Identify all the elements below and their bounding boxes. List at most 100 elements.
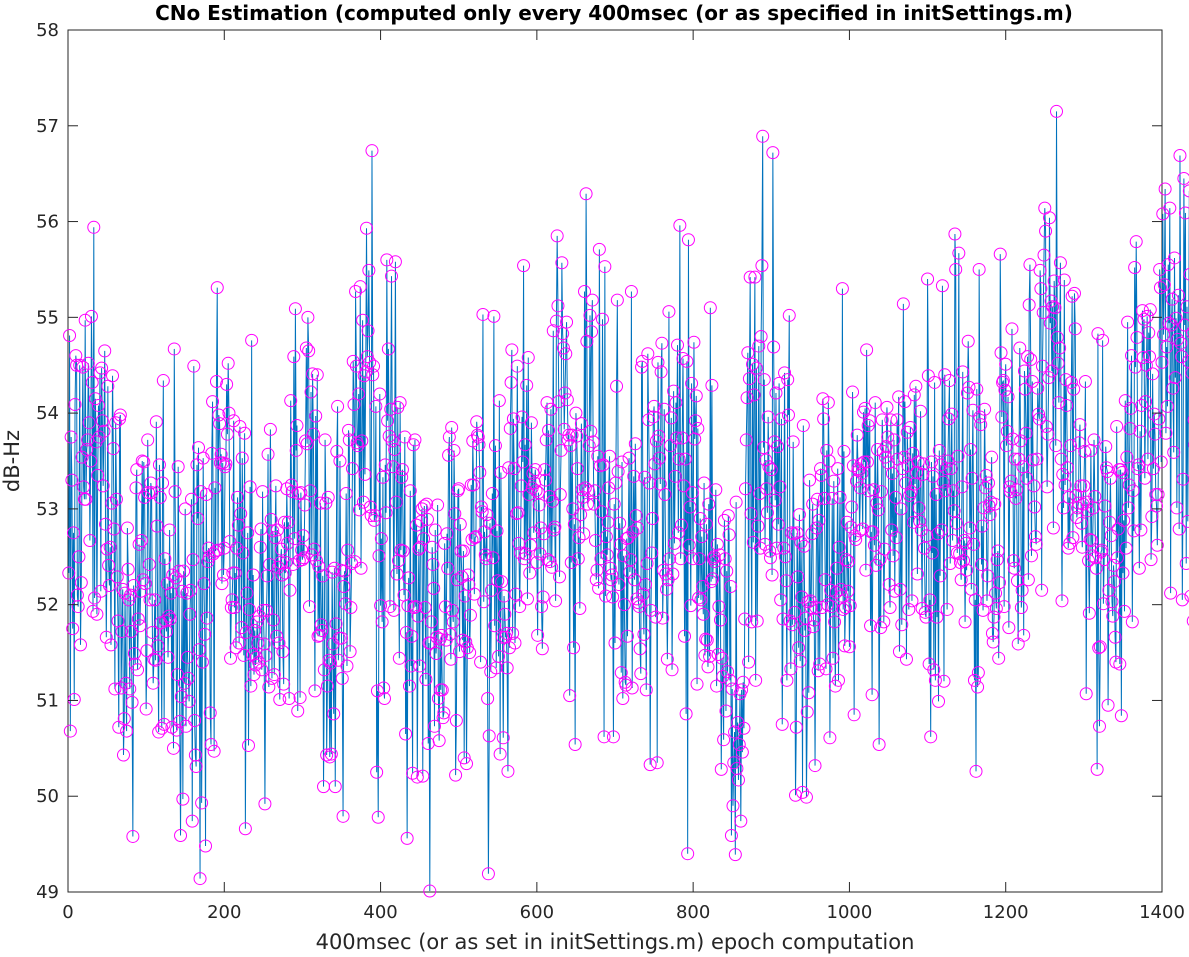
data-point — [1075, 540, 1089, 554]
data-point — [1082, 606, 1096, 620]
data-point — [524, 538, 538, 552]
data-point — [870, 496, 884, 510]
data-point — [242, 602, 256, 616]
data-point — [690, 677, 704, 691]
data-point — [932, 694, 946, 708]
data-point — [879, 440, 893, 454]
data-point — [65, 473, 79, 487]
data-point — [915, 602, 929, 615]
data-point — [483, 516, 497, 530]
data-point — [170, 723, 184, 737]
data-point — [689, 389, 703, 403]
data-point — [246, 568, 260, 582]
data-point — [1130, 330, 1144, 344]
data-point — [469, 530, 483, 544]
data-point — [1089, 561, 1103, 575]
data-point — [979, 468, 993, 482]
data-point — [703, 649, 717, 663]
data-point — [651, 355, 665, 369]
data-point — [513, 600, 527, 614]
data-point — [1023, 258, 1037, 272]
data-point — [959, 536, 973, 550]
data-point — [784, 662, 798, 676]
data-point — [1125, 615, 1139, 629]
data-point — [1145, 510, 1159, 524]
data-point — [256, 603, 270, 617]
data-point — [967, 537, 981, 551]
data-point — [1066, 531, 1080, 545]
data-point — [866, 525, 880, 539]
data-point — [774, 412, 788, 426]
data-point — [675, 431, 689, 445]
plot-frame — [67, 29, 1163, 893]
data-point — [721, 665, 735, 679]
data-point — [1169, 311, 1183, 325]
data-point — [234, 621, 248, 635]
data-point — [783, 614, 797, 628]
data-point — [624, 284, 638, 298]
data-point — [206, 395, 220, 409]
data-point — [871, 503, 885, 517]
data-point — [485, 583, 499, 597]
data-point — [241, 526, 255, 540]
data-point — [610, 293, 624, 307]
data-point — [602, 481, 616, 495]
data-point — [1054, 452, 1068, 466]
data-point — [808, 759, 822, 773]
data-point — [545, 494, 559, 508]
data-point — [598, 260, 612, 274]
data-point — [1077, 479, 1091, 493]
data-point — [520, 592, 534, 606]
data-point — [503, 421, 517, 435]
data-point — [186, 553, 200, 567]
data-point — [502, 461, 516, 475]
data-point — [1184, 589, 1189, 603]
data-point — [1057, 273, 1071, 287]
data-point — [75, 450, 89, 464]
data-point — [196, 451, 210, 465]
data-point — [463, 608, 477, 622]
data-point — [129, 481, 143, 495]
data-point — [796, 419, 810, 433]
data-point — [1117, 604, 1131, 618]
data-point — [207, 744, 221, 758]
data-point — [86, 604, 100, 618]
data-point — [832, 540, 846, 554]
data-point — [1071, 496, 1085, 510]
data-point — [608, 636, 622, 650]
data-point — [723, 673, 737, 687]
data-point — [403, 484, 417, 498]
data-point — [521, 351, 535, 365]
data-point — [1176, 472, 1189, 486]
data-point — [247, 668, 261, 682]
data-point — [343, 645, 357, 659]
data-point — [771, 517, 785, 531]
data-point — [299, 434, 313, 448]
data-point — [416, 769, 430, 783]
data-point — [736, 675, 750, 689]
data-point — [389, 495, 403, 509]
data-point — [939, 484, 953, 498]
data-point — [962, 380, 976, 394]
data-point — [209, 375, 223, 388]
data-point — [571, 552, 585, 566]
data-point — [167, 342, 181, 356]
data-point — [842, 640, 856, 654]
data-point — [448, 507, 462, 521]
data-point — [599, 530, 613, 544]
data-point — [78, 313, 92, 327]
data-point — [960, 563, 974, 577]
data-point — [431, 692, 445, 706]
data-point — [437, 706, 451, 720]
data-point — [967, 673, 981, 687]
data-point — [881, 430, 895, 444]
data-point — [1153, 281, 1167, 295]
data-point — [899, 652, 913, 666]
data-point — [616, 692, 630, 706]
data-point — [212, 408, 226, 422]
data-point — [538, 463, 552, 477]
data-point — [98, 344, 112, 358]
data-point — [188, 714, 202, 728]
data-point — [263, 422, 277, 436]
data-point — [1171, 332, 1185, 346]
